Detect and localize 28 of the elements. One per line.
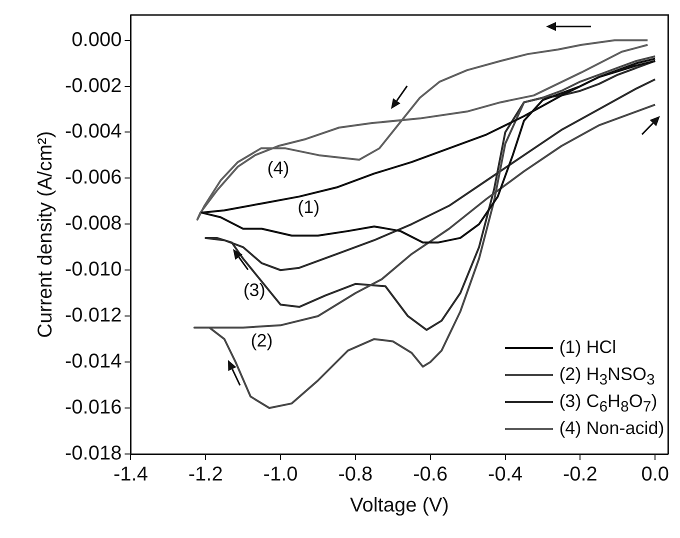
y-tick-label: -0.012 (64, 304, 122, 327)
y-tick-label: -0.016 (64, 396, 122, 419)
legend-label: (3) C$_{6}$H$_{8}$O$_{7}$) (559, 390, 658, 416)
y-tick-label: -0.014 (64, 350, 122, 373)
y-tick-label: -0.010 (64, 258, 122, 281)
x-tick-label: -0.4 (488, 464, 523, 486)
y-tick-label: -0.004 (64, 120, 122, 143)
y-tick-label: -0.006 (64, 166, 122, 189)
annotation: (4) (267, 158, 290, 178)
y-tick-label: -0.018 (64, 442, 122, 465)
x-tick-label: -0.8 (338, 464, 373, 486)
x-tick-label: 0.0 (641, 464, 670, 486)
legend-label: (4) Non-acid) (559, 417, 664, 440)
legend-label: (1) HCl (559, 336, 616, 359)
x-tick-label: -0.6 (413, 464, 448, 486)
annotation: (3) (243, 280, 266, 300)
x-tick-label: -0.2 (562, 464, 598, 486)
y-axis-title: Current density (A/cm²) (34, 131, 57, 338)
x-tick-label: -1.2 (188, 464, 223, 486)
annotation: (2) (250, 330, 273, 350)
x-tick-label: -1.4 (113, 464, 148, 486)
y-tick-label: -0.008 (64, 212, 122, 235)
annotation: (1) (298, 197, 320, 218)
x-axis-title: Voltage (V) (350, 494, 449, 517)
x-tick-label: -1.0 (263, 464, 298, 486)
y-tick-label: -0.002 (64, 74, 122, 97)
y-tick-label: 0.000 (72, 28, 122, 51)
legend-label: (2) H$_{3}$NSO$_{3}$ (559, 363, 655, 389)
